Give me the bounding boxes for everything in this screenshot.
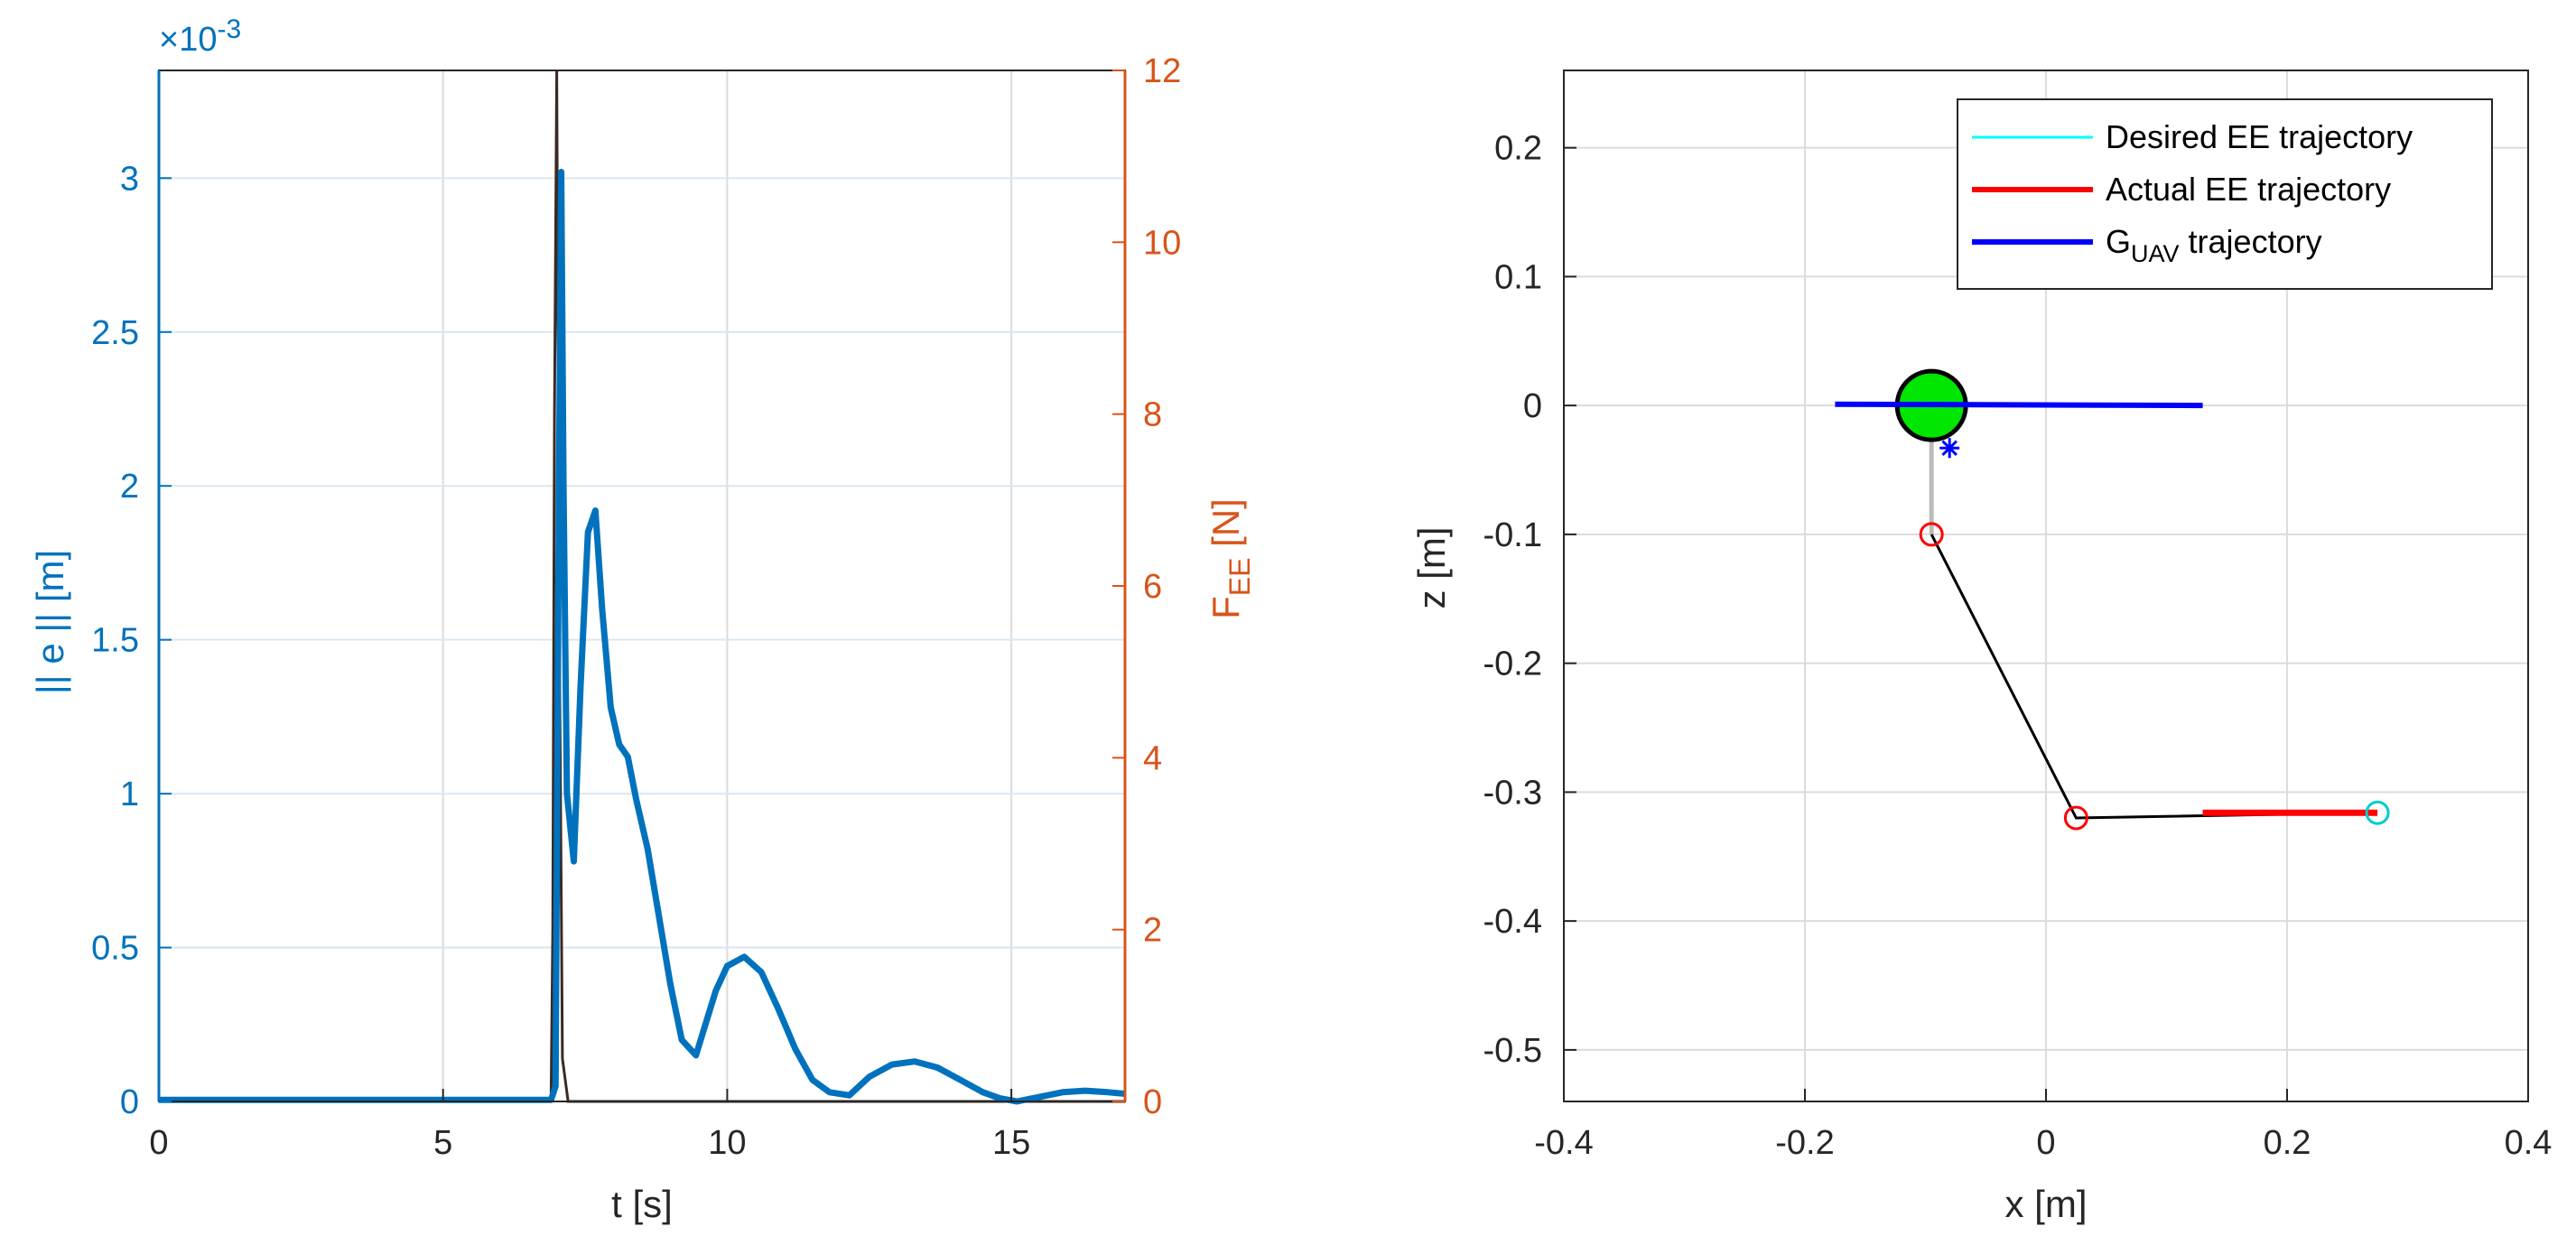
tick-labels: 0 5 10 15 0 0.5 1 1.5 2 2.5 3 0 2 4 6 8 10 12 [91,52,1181,1162]
error-force-chart: 0 5 10 15 0 0.5 1 1.5 2 2.5 3 0 2 4 6 8 10 12 ×10-3 t [s]… [29,14,1256,1225]
tick-labels: -0.4 -0.2 0 0.2 0.4 0.2 0.1 0 -0.1 -0.2 -0.3 -0.4 -0… [1483,130,2553,1162]
y2-tick-label: 0 [1143,1083,1162,1121]
y-tick-label: 3 [120,160,139,198]
joint-marker [2063,805,2088,831]
y-tick-label: 1 [120,776,139,813]
y-tick-label: 2.5 [91,314,139,352]
x-tick-label: -0.4 [1534,1124,1593,1162]
grid [159,70,1125,1101]
legend-label: Actual EE trajectory [2106,171,2391,208]
x-tick-label: 0 [149,1124,168,1162]
y-tick-label: -0.3 [1483,774,1542,812]
joint-marker [1919,522,1944,547]
y-tick-label: -0.2 [1483,646,1542,683]
error-series-line [159,169,1126,1105]
x-tick-label: 0.4 [2505,1124,2553,1162]
xz-trajectory-chart: -0.4 -0.2 0 0.2 0.4 0.2 0.1 0 -0.1 -0.2 -0.3 -0.4 -0… [1410,70,2552,1225]
x-axis-label: x [m] [2005,1183,2088,1225]
y2-axis-label: FEE [N] [1204,498,1256,619]
y-tick-label: 0.5 [91,930,139,968]
legend-label: GUAV trajectory [2106,223,2322,267]
y2-tick-label: 4 [1143,739,1162,777]
end-effector-marker [2365,800,2390,825]
uav-trajectory-line [1835,401,2203,409]
x-tick-label: 5 [433,1124,452,1162]
y-tick-label: 2 [120,468,139,506]
trajectory-series-group [1835,368,2390,831]
y-tick-label: -0.4 [1483,903,1542,941]
y-axis-label: || e || [m] [29,550,71,694]
x-tick-label: -0.2 [1775,1124,1834,1162]
cog-stroke [1941,440,1958,457]
legend: Desired EE trajectory Actual EE trajector… [1957,98,2493,290]
x-tick-label: 0.2 [2264,1124,2311,1162]
arm-links [1930,534,2378,820]
y2-tick-label: 12 [1143,52,1181,90]
exponent-label: ×10-3 [159,14,241,59]
y-axis-label: z [m] [1410,527,1453,609]
x-tick-label: 15 [992,1124,1030,1162]
legend-box [1957,98,2493,290]
y-tick-label: -0.1 [1483,516,1542,554]
y-tick-label: 0.1 [1494,258,1542,296]
cog-asterisk-marker [1939,438,1960,459]
x-axis-label: t [s] [611,1183,673,1225]
y2-tick-label: 6 [1143,568,1162,606]
x-tick-label: 0 [2036,1124,2055,1162]
y-tick-label: 0 [120,1083,139,1121]
y-tick-label: 0.2 [1494,130,1542,168]
x-tick-label: 10 [708,1124,746,1162]
y-tick-label: -0.5 [1483,1032,1542,1070]
y2-tick-label: 8 [1143,396,1162,434]
error-series-group [159,169,1126,1105]
y2-tick-label: 10 [1143,224,1181,262]
legend-label: Desired EE trajectory [2106,118,2413,155]
y2-tick-label: 2 [1143,912,1162,950]
y-tick-label: 0 [1523,387,1542,425]
y-tick-label: 1.5 [91,622,139,660]
